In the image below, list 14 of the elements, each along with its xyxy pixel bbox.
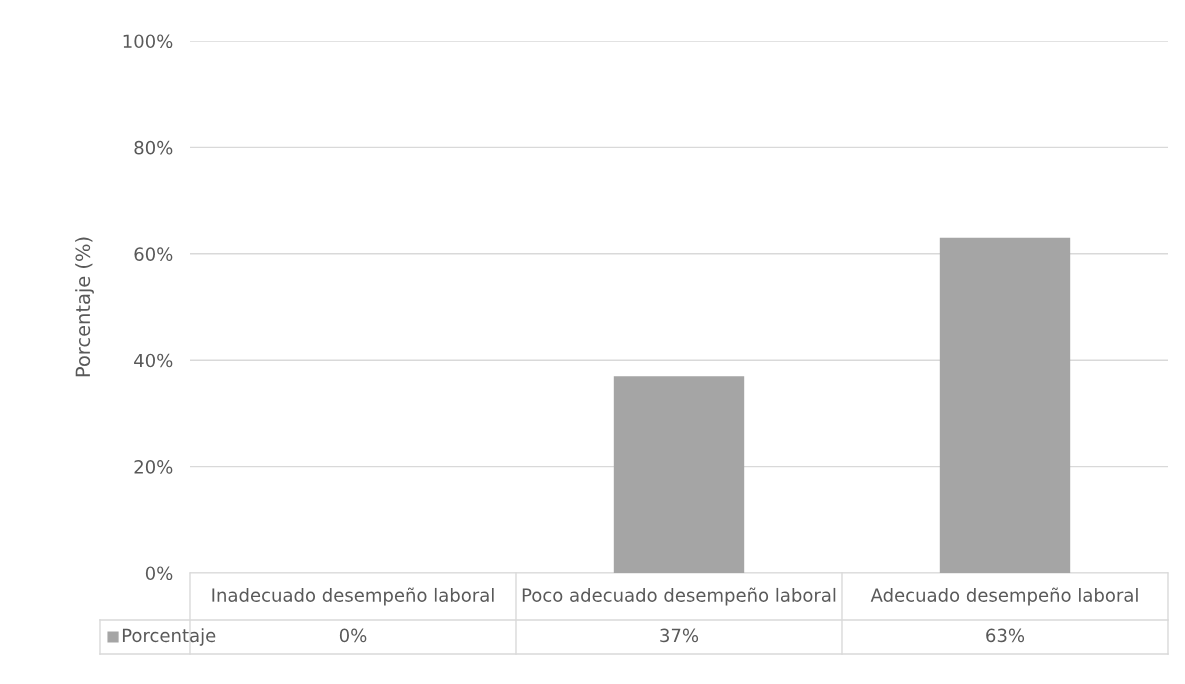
y-tick-label: 80% xyxy=(134,140,173,155)
x-tick-label: Inadecuado desempeño laboral xyxy=(212,587,494,606)
legend-label: Porcentaje xyxy=(122,628,216,646)
data-label: 37% xyxy=(660,628,699,643)
x-tick-label: Adecuado desempeño laboral xyxy=(870,587,1138,606)
y-tick-label: 40% xyxy=(134,353,173,368)
y-axis-title: Porcentaje (%) xyxy=(75,237,94,377)
x-tick-label: Poco adecuado desempeño laboral xyxy=(522,587,836,606)
data-label: 0% xyxy=(339,628,367,643)
y-tick-label: 0% xyxy=(145,566,173,581)
data-label: 63% xyxy=(986,628,1025,643)
y-tick-label: 20% xyxy=(134,460,173,474)
y-tick-label: 60% xyxy=(134,247,173,261)
y-tick-label: 100% xyxy=(123,34,173,49)
